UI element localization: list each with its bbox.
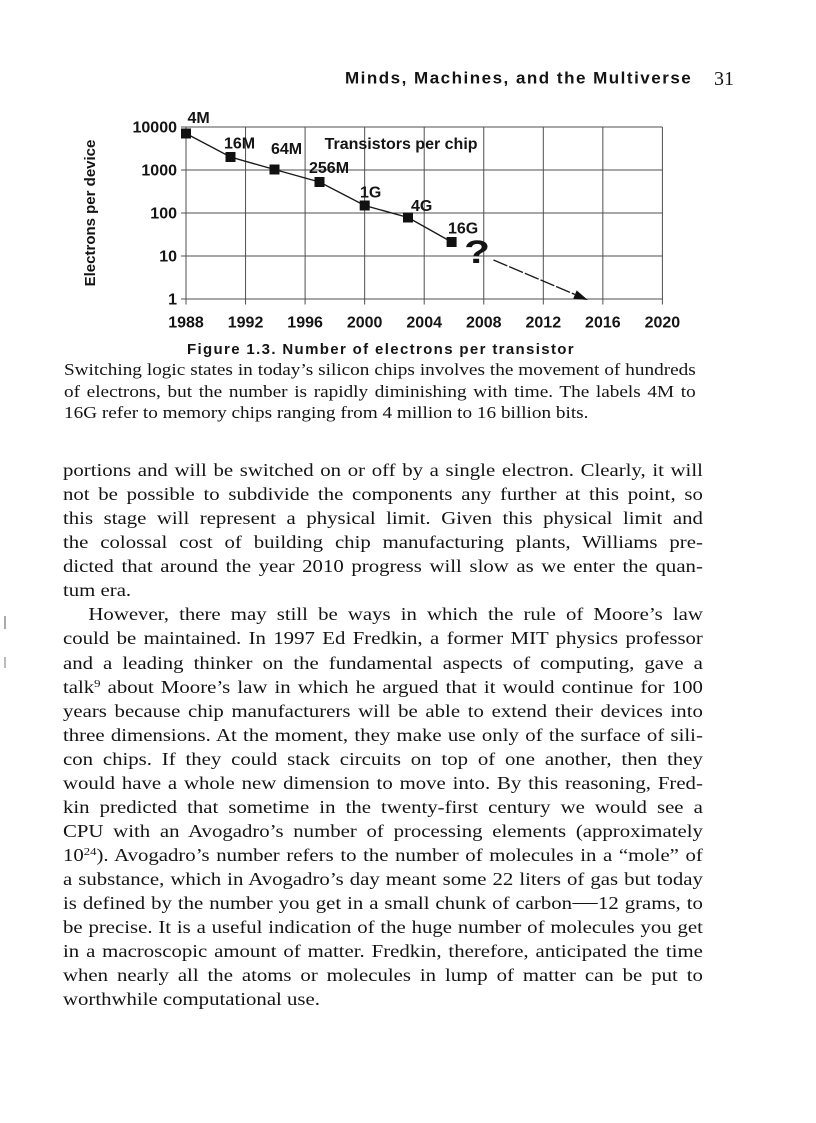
svg-text:4M: 4M xyxy=(188,110,210,127)
svg-text:?: ? xyxy=(464,234,490,270)
svg-text:1988: 1988 xyxy=(168,315,204,332)
svg-text:2008: 2008 xyxy=(466,315,502,332)
svg-text:1000: 1000 xyxy=(141,163,177,180)
svg-text:2012: 2012 xyxy=(526,315,562,332)
svg-text:100: 100 xyxy=(150,206,177,223)
svg-text:1G: 1G xyxy=(360,185,381,202)
svg-text:2020: 2020 xyxy=(645,315,681,332)
svg-text:2004: 2004 xyxy=(406,315,442,332)
svg-text:16G: 16G xyxy=(448,221,478,238)
svg-text:Electrons per device: Electrons per device xyxy=(82,140,99,287)
svg-text:2000: 2000 xyxy=(347,315,383,332)
svg-text:64M: 64M xyxy=(271,141,302,158)
svg-text:1: 1 xyxy=(168,292,177,309)
svg-text:2016: 2016 xyxy=(585,315,621,332)
svg-text:16M: 16M xyxy=(224,136,255,153)
svg-text:31: 31 xyxy=(714,68,734,90)
svg-text:1996: 1996 xyxy=(287,315,323,332)
svg-text:Transistors per chip: Transistors per chip xyxy=(325,136,478,153)
svg-text:4G: 4G xyxy=(411,198,432,215)
svg-text:1992: 1992 xyxy=(228,315,264,332)
svg-text:10: 10 xyxy=(159,249,177,266)
svg-text:Figure 1.3. Number of electron: Figure 1.3. Number of electrons per tran… xyxy=(187,341,575,358)
svg-text:10000: 10000 xyxy=(133,120,178,137)
svg-text:256M: 256M xyxy=(309,160,349,177)
svg-text:Minds, Machines, and the Multi: Minds, Machines, and the Multiverse xyxy=(345,69,692,88)
